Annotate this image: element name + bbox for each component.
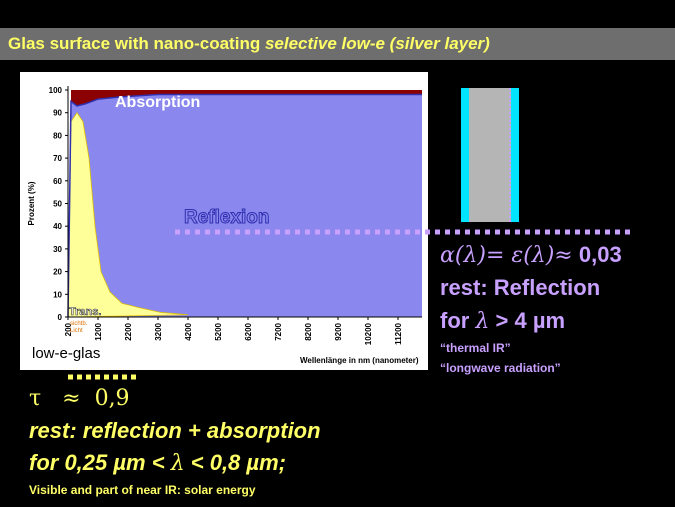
y-tick-label: 90 — [53, 109, 62, 118]
transmission-area — [67, 111, 189, 318]
left-annotation: τ ≈ 0,9 rest: reflection + absorption fo… — [29, 383, 321, 500]
glass-pane-diagram — [461, 88, 519, 222]
x-tick-label: 10200 — [364, 322, 373, 345]
reflection-area — [68, 94, 422, 317]
x-tick-label: 9200 — [334, 322, 343, 340]
y-axis-label: Prozent (%) — [27, 181, 36, 225]
trans-label: Trans. — [69, 306, 101, 318]
low-e-glas-label: low-e-glas — [32, 345, 101, 362]
x-axis-label: Wellenlänge in nm (nanometer) — [300, 356, 419, 365]
y-tick-label: 40 — [53, 222, 62, 231]
left-range-suffix: < 0,8 µm; — [184, 450, 286, 475]
right-range-line: for λ > 4 µm — [440, 304, 622, 338]
gap-layer — [469, 88, 511, 222]
longwave-note: “longwave radiation” — [440, 361, 561, 375]
visible-light-label: Licht — [70, 328, 83, 334]
reflection-curve — [67, 93, 422, 318]
emissivity-equation: α(λ)= ε(λ)≈ 0,03 — [440, 240, 622, 271]
x-tick-label: 11200 — [394, 322, 403, 344]
thermal-ir-note: “thermal IR” — [440, 341, 511, 355]
x-tick-label: 3200 — [154, 322, 163, 340]
y-tick-label: 100 — [49, 86, 63, 95]
equation-value: 0,03 — [572, 242, 622, 267]
x-tick-label: 4200 — [184, 322, 193, 340]
x-tick-label: 6200 — [244, 322, 253, 340]
right-rest-line: rest: Reflection — [440, 275, 601, 300]
slide-title: Glas surface with nano-coating selective… — [8, 34, 490, 54]
x-tick-label: 200 — [64, 322, 73, 336]
y-tick-label: 70 — [53, 154, 62, 163]
y-tick-label: 0 — [58, 313, 63, 322]
tau-equation: τ ≈ 0,9 — [29, 386, 130, 411]
chart-panel: 0 10 20 30 40 50 60 70 80 90 100 200 1200 2200 3200 420… — [20, 72, 428, 370]
title-bar — [0, 28, 675, 60]
transmission-connector-dots — [68, 374, 138, 380]
equation-math: α(λ)= ε(λ)≈ — [440, 243, 573, 268]
inner-glass — [511, 88, 519, 222]
spectrum-chart: 0 10 20 30 40 50 60 70 80 90 100 200 1200 2200 3200 420… — [27, 86, 422, 345]
reflexion-label: Reflexion — [184, 207, 270, 228]
left-range-prefix: for 0,25 µm < — [29, 450, 171, 475]
y-tick-label: 80 — [53, 131, 62, 140]
title-emphasis: selective low-e (silver layer) — [264, 34, 490, 53]
visible-light-label: sichtb. — [70, 321, 88, 327]
x-tick-label: 7200 — [274, 322, 283, 340]
right-annotation: α(λ)= ε(λ)≈ 0,03 rest: Reflection for λ … — [440, 240, 622, 378]
left-range-line: for 0,25 µm < λ < 0,8 µm; — [29, 447, 321, 480]
reflection-connector-dots — [175, 229, 630, 235]
left-rest-line: rest: reflection + absorption — [29, 418, 321, 443]
right-range-suffix: > 4 µm — [489, 308, 566, 333]
x-tick-label: 8200 — [304, 322, 313, 340]
y-tick-label: 50 — [53, 200, 62, 209]
right-range-prefix: for — [440, 308, 476, 333]
title-prefix: Glas surface with nano-coating — [8, 34, 265, 53]
solar-energy-note: Visible and part of near IR: solar energ… — [29, 483, 256, 497]
x-tick-label: 1200 — [94, 322, 103, 340]
absorption-label: Absorption — [115, 94, 200, 111]
y-tick-label: 10 — [53, 290, 62, 299]
y-tick-label: 30 — [53, 245, 62, 254]
outer-glass — [461, 88, 469, 222]
y-tick-label: 20 — [53, 268, 62, 277]
lambda-symbol: λ — [170, 451, 185, 476]
lambda-symbol: λ — [475, 309, 490, 334]
x-tick-label: 2200 — [124, 322, 133, 340]
x-tick-label: 5200 — [214, 322, 223, 340]
y-tick-label: 60 — [53, 177, 62, 186]
